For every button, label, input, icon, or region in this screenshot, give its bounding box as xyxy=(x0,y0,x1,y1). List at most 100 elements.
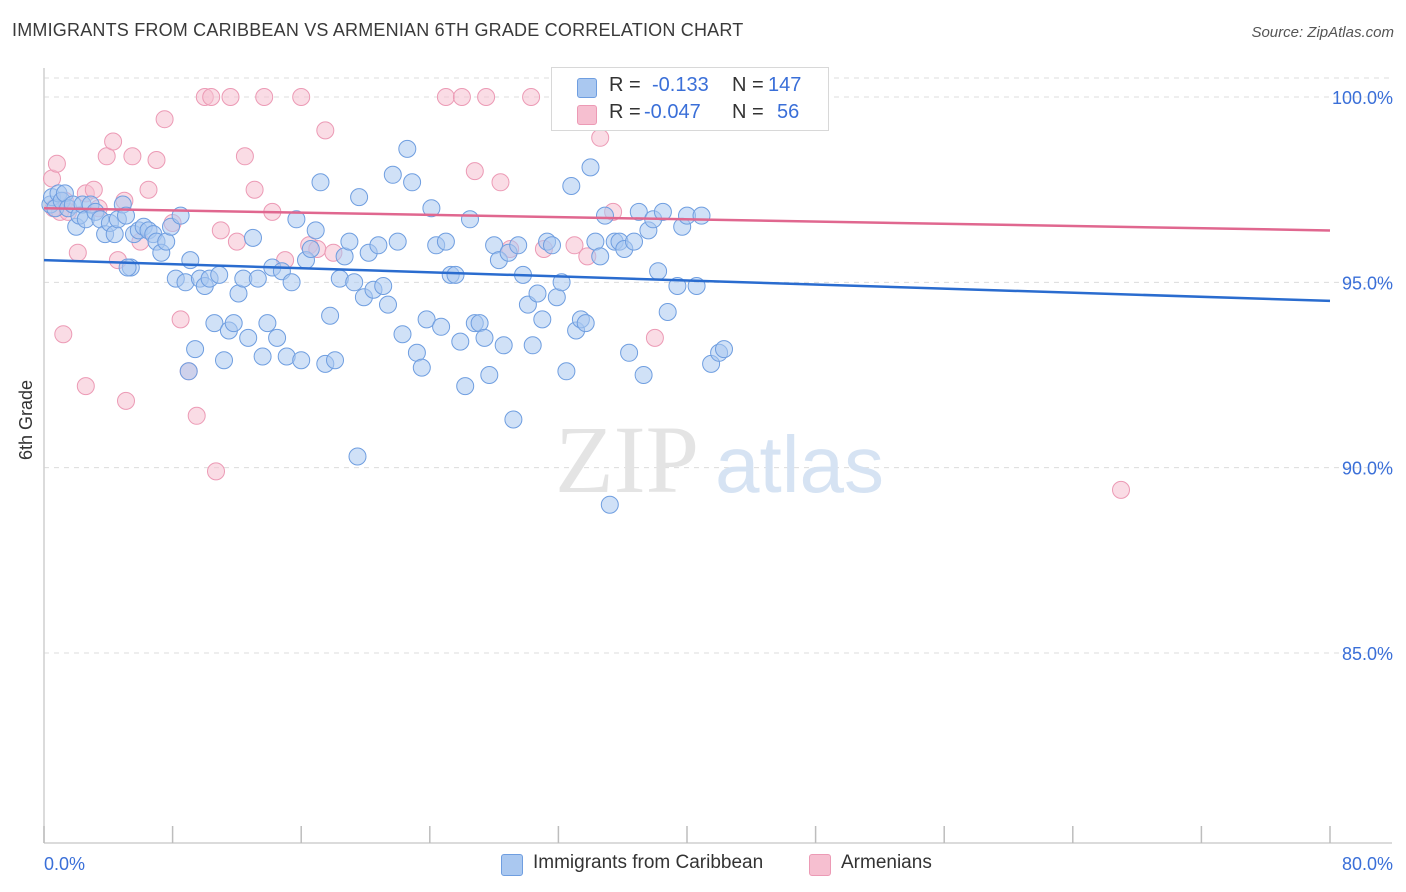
point-caribbean xyxy=(552,273,571,292)
point-caribbean xyxy=(157,232,176,251)
point-armenian xyxy=(292,88,311,106)
point-armenian xyxy=(465,162,484,181)
point-caribbean xyxy=(451,332,470,351)
point-caribbean xyxy=(620,343,639,362)
stats-legend: R = -0.133 N = 147 R = -0.047 N = 56 xyxy=(551,67,829,131)
point-caribbean xyxy=(398,139,417,158)
trend-line-armenian xyxy=(43,206,1331,232)
point-armenian xyxy=(452,88,471,106)
r-value: -0.133 xyxy=(652,74,709,96)
n-value: 56 xyxy=(777,101,800,123)
legend-label: Immigrants from Caribbean xyxy=(533,852,764,873)
point-caribbean xyxy=(456,377,475,396)
point-caribbean xyxy=(600,495,619,514)
point-caribbean xyxy=(509,236,528,255)
point-caribbean xyxy=(282,273,301,292)
point-caribbean xyxy=(523,336,542,355)
point-armenian xyxy=(187,406,206,425)
point-caribbean xyxy=(248,269,267,288)
point-caribbean xyxy=(475,328,494,347)
point-caribbean xyxy=(268,328,287,347)
point-caribbean xyxy=(543,236,561,255)
point-caribbean xyxy=(321,306,340,325)
r-label: R = xyxy=(609,74,641,96)
point-armenian xyxy=(245,180,264,199)
point-caribbean xyxy=(446,265,465,284)
point-armenian xyxy=(491,173,510,192)
point-armenian xyxy=(47,154,66,173)
point-caribbean xyxy=(340,232,359,251)
point-caribbean xyxy=(379,295,397,314)
point-caribbean xyxy=(504,410,523,429)
point-caribbean xyxy=(432,317,451,336)
point-caribbean xyxy=(629,202,648,221)
y-tick-label: 85.0% xyxy=(1342,644,1393,664)
point-caribbean xyxy=(374,277,393,295)
point-caribbean xyxy=(557,362,576,381)
point-caribbean xyxy=(412,358,431,377)
point-caribbean xyxy=(287,210,306,229)
point-caribbean xyxy=(253,347,272,366)
point-caribbean xyxy=(306,221,325,240)
point-caribbean xyxy=(461,210,479,229)
point-caribbean xyxy=(210,265,229,284)
tick-labels: 100.0% 95.0% 90.0% 85.0% 0.0% 80.0% xyxy=(44,88,1393,874)
point-caribbean xyxy=(326,351,344,370)
point-caribbean xyxy=(105,225,124,244)
point-armenian xyxy=(76,377,95,396)
point-armenian xyxy=(84,180,103,199)
legend-swatch-pink xyxy=(809,854,831,876)
point-caribbean xyxy=(388,232,407,251)
watermark-zip: ZIP xyxy=(555,406,699,513)
point-caribbean xyxy=(383,165,402,184)
point-armenian xyxy=(155,110,174,129)
y-tick-label: 90.0% xyxy=(1342,459,1393,479)
point-caribbean xyxy=(179,362,198,381)
legend-label: Armenians xyxy=(841,852,932,873)
point-armenian xyxy=(1112,480,1130,499)
point-caribbean xyxy=(528,284,547,303)
y-tick-label: 95.0% xyxy=(1342,273,1393,293)
point-armenian xyxy=(123,147,142,166)
point-armenian xyxy=(139,180,158,199)
y-tick-label: 100.0% xyxy=(1332,88,1393,108)
point-caribbean xyxy=(350,188,369,207)
legend-swatch-blue xyxy=(577,78,597,98)
point-caribbean xyxy=(658,303,677,321)
source-label: Source: ZipAtlas.com xyxy=(1251,24,1394,41)
point-armenian xyxy=(202,88,221,106)
point-armenian xyxy=(227,232,246,251)
point-armenian xyxy=(171,310,190,329)
point-caribbean xyxy=(436,232,455,251)
point-armenian xyxy=(477,88,496,106)
legend-swatch-blue xyxy=(501,854,523,876)
x-tick-label-min: 0.0% xyxy=(44,854,85,874)
point-caribbean xyxy=(634,366,653,384)
watermark-atlas: atlas xyxy=(715,420,884,509)
chart-title: IMMIGRANTS FROM CARIBBEAN VS ARMENIAN 6T… xyxy=(12,20,744,40)
point-caribbean xyxy=(576,314,595,333)
n-label: N = xyxy=(732,74,764,96)
r-label: R = xyxy=(609,101,641,123)
point-caribbean xyxy=(224,314,243,333)
point-armenian xyxy=(522,88,541,106)
point-caribbean xyxy=(348,447,367,466)
point-caribbean xyxy=(258,314,277,333)
point-caribbean xyxy=(215,351,233,370)
point-caribbean xyxy=(422,199,441,218)
x-tick-label-max: 80.0% xyxy=(1342,854,1393,874)
point-armenian xyxy=(104,132,123,151)
point-caribbean xyxy=(345,273,364,292)
point-armenian xyxy=(316,121,335,140)
point-caribbean xyxy=(480,366,499,384)
point-caribbean xyxy=(244,228,262,247)
point-caribbean xyxy=(591,247,610,266)
point-caribbean xyxy=(596,206,614,225)
point-armenian xyxy=(221,88,240,106)
point-caribbean xyxy=(186,340,205,359)
point-armenian xyxy=(207,462,225,481)
point-caribbean xyxy=(417,310,436,329)
y-axis-label: 6th Grade xyxy=(16,379,36,460)
point-armenian xyxy=(436,88,455,106)
